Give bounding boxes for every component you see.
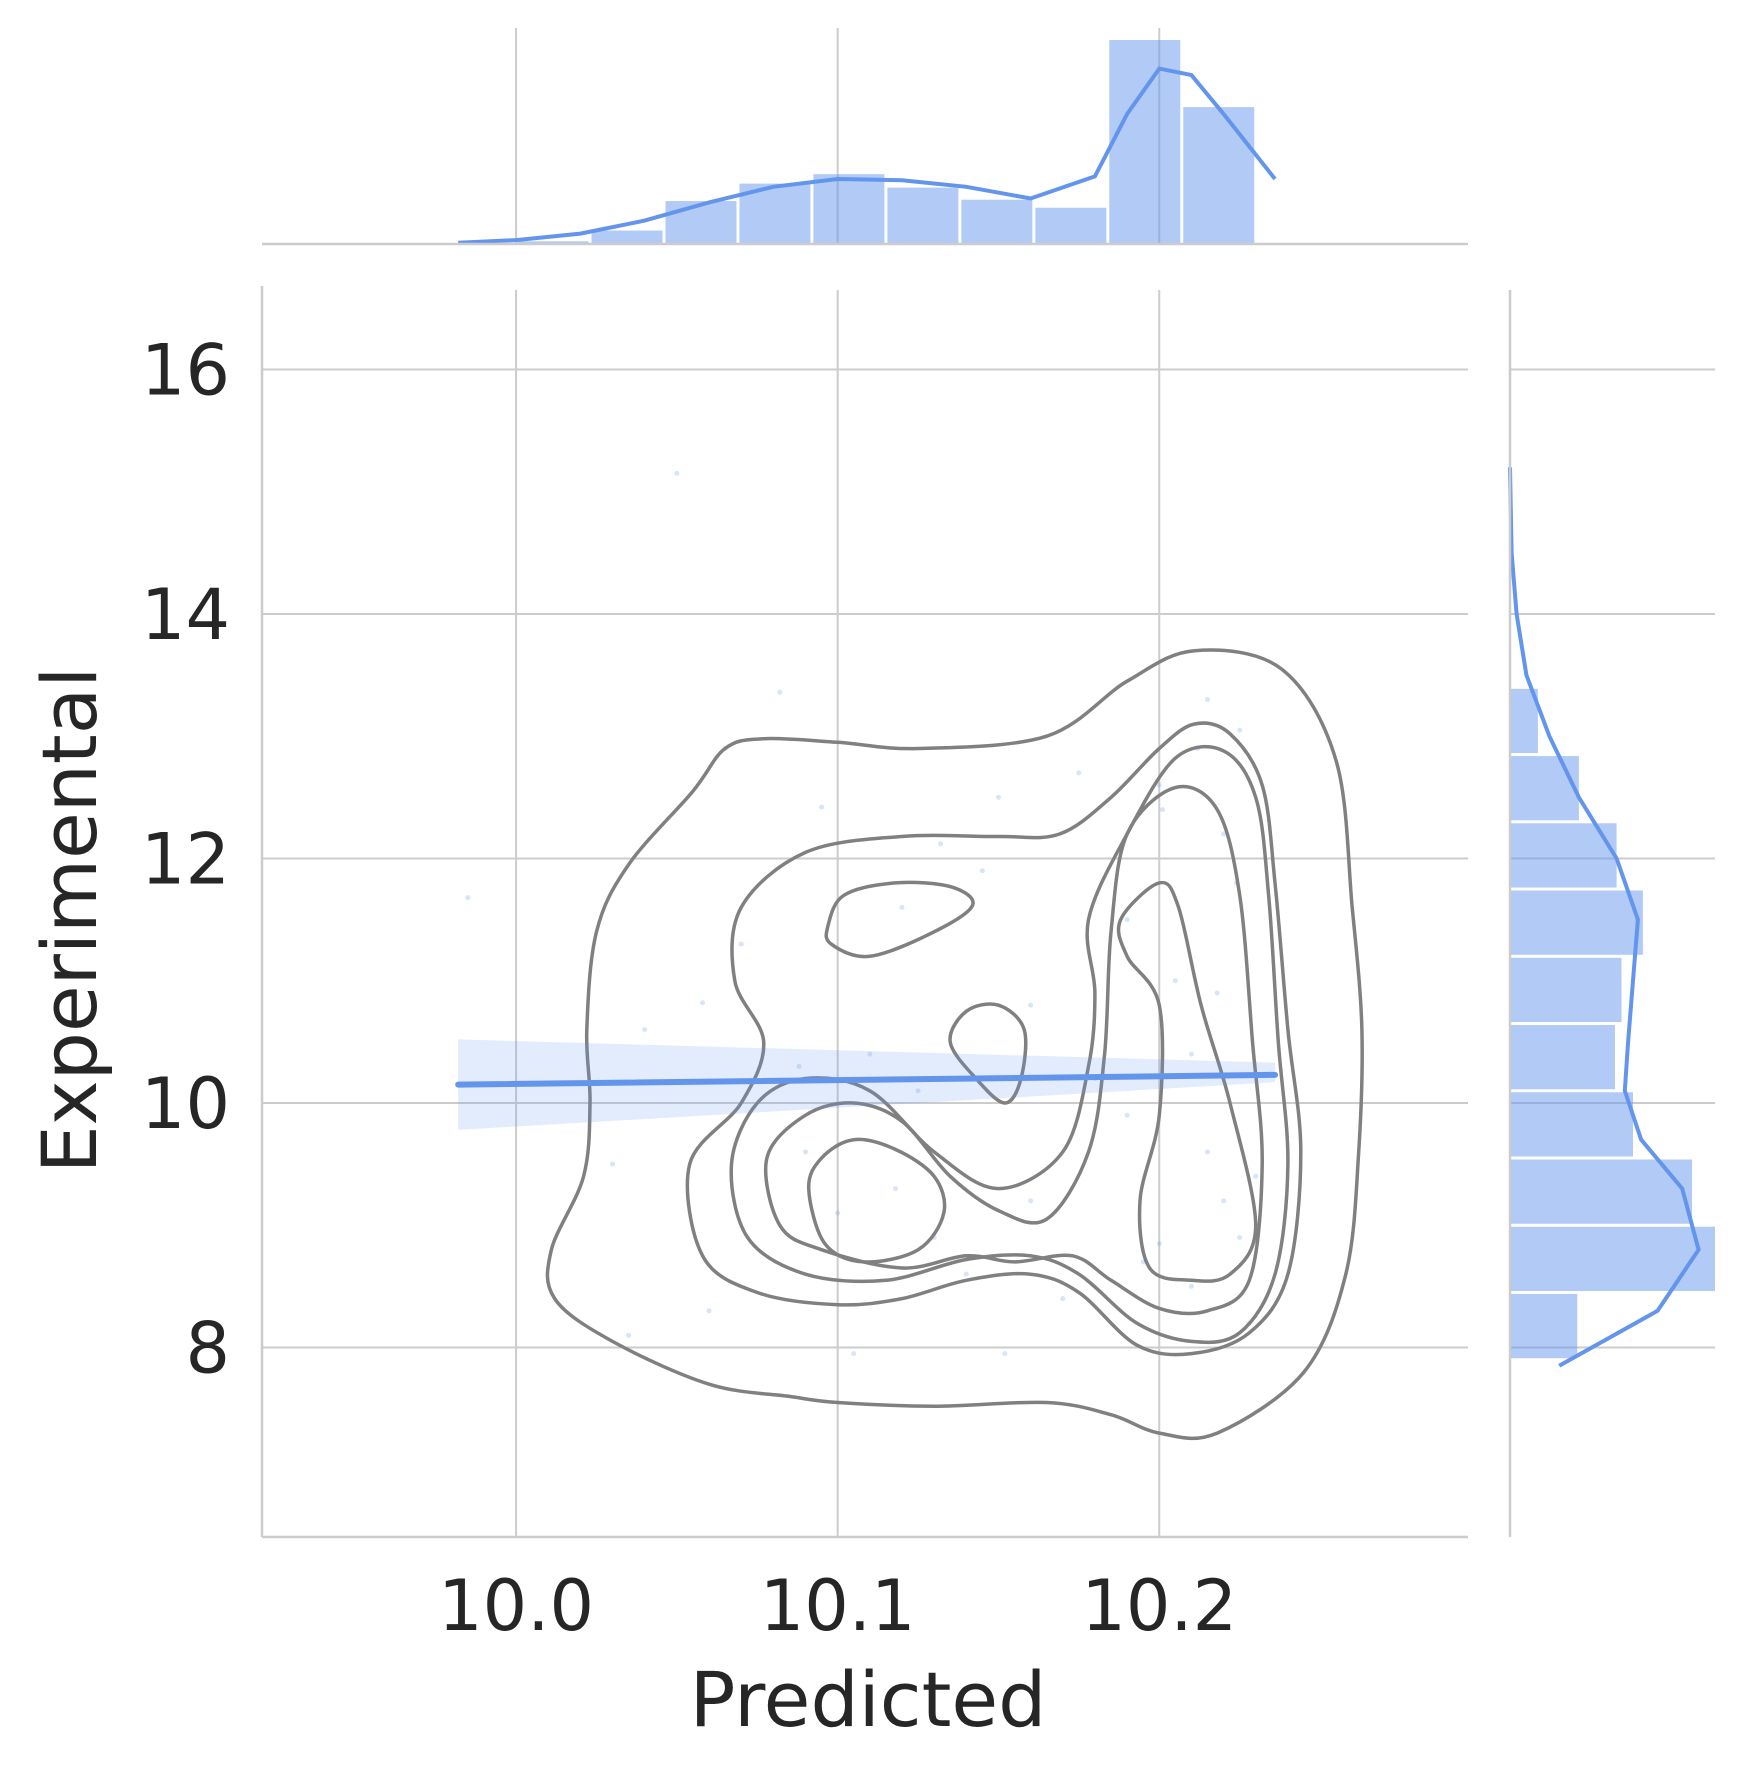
axis-spines — [260, 242, 1512, 1539]
scatter-point — [706, 1308, 712, 1314]
y-histogram-bar — [1510, 1025, 1615, 1090]
y-tick-label: 8 — [185, 1308, 230, 1390]
x-histogram-bar — [517, 241, 589, 244]
scatter-point — [1237, 1234, 1243, 1240]
joint-grid — [262, 290, 1468, 1537]
scatter-point — [835, 1210, 841, 1216]
x-tick-label: 10.1 — [760, 1565, 916, 1647]
x-tick-label: 10.2 — [1081, 1565, 1237, 1647]
x-histogram-bar — [887, 187, 959, 244]
kde-contours — [545, 648, 1364, 1441]
y-tick-label: 12 — [141, 818, 230, 900]
y-axis-label: Experimental — [25, 667, 114, 1174]
y-histogram-bar — [1510, 1226, 1715, 1291]
kde-contour — [545, 648, 1364, 1441]
scatter-point — [1124, 1112, 1130, 1118]
kde-contour — [763, 784, 1264, 1316]
scatter-point — [1214, 990, 1220, 996]
x-histogram-bar — [813, 174, 885, 244]
scatter-point — [851, 1351, 857, 1357]
y-histogram-bar — [1510, 1293, 1578, 1359]
y-tick-label: 10 — [141, 1063, 230, 1145]
y-marginal-histogram — [1510, 688, 1715, 1359]
scatter-point — [938, 841, 944, 847]
scatter-point — [963, 1271, 969, 1277]
scatter-point — [979, 868, 985, 874]
scatter-point — [796, 1063, 802, 1069]
y-histogram-bar — [1510, 957, 1622, 1023]
scatter-point — [915, 1088, 921, 1094]
scatter-point — [700, 1000, 706, 1006]
regression-confidence-band — [458, 1039, 1276, 1130]
scatter-point — [1159, 807, 1165, 813]
kde-contour — [685, 721, 1303, 1357]
scatter-point — [1060, 1296, 1066, 1302]
scatter-point — [1205, 697, 1211, 703]
scatter-point — [867, 1051, 873, 1057]
scatter-point — [803, 1149, 809, 1155]
scatter-point — [1188, 1051, 1194, 1057]
scatter-point — [1028, 1198, 1034, 1204]
x-histogram-bar — [1183, 107, 1255, 245]
y-histogram-bar — [1510, 688, 1538, 754]
x-histogram-bar — [591, 230, 663, 244]
x-histogram-bar — [1109, 40, 1181, 244]
scatter-point — [1156, 782, 1162, 788]
kde-contour — [729, 744, 1290, 1345]
x-histogram-bar — [961, 199, 1033, 244]
y-histogram-bar — [1510, 1092, 1633, 1157]
scatter-point — [1237, 727, 1243, 733]
scatter-point — [819, 804, 825, 810]
x-histogram-bar — [665, 201, 737, 244]
y-histogram-bar — [1510, 890, 1643, 955]
scatter-point — [777, 689, 783, 695]
kde-contour — [1116, 880, 1258, 1283]
scatter-point — [1156, 1241, 1162, 1247]
scatter-point — [995, 794, 1001, 800]
y-tick-label: 14 — [141, 574, 230, 656]
scatter-point — [899, 904, 905, 910]
regression-line — [455, 1071, 1279, 1088]
y-histogram-bar — [1510, 1159, 1693, 1224]
kde-contour — [824, 880, 975, 959]
scatter-point — [1221, 831, 1227, 837]
scatter-point — [674, 470, 680, 476]
y-histogram-bar — [1510, 823, 1617, 888]
scatter-point — [893, 1186, 899, 1192]
y-marginal-kde-curve — [1508, 467, 1701, 1368]
scatter-point — [1221, 1198, 1227, 1204]
scatter-point — [1188, 1283, 1194, 1289]
scatter-point — [1076, 770, 1082, 776]
x-axis-label: Predicted — [690, 1655, 1047, 1744]
scatter-point — [626, 1332, 632, 1338]
scatter-point — [610, 1161, 616, 1167]
x-marginal-kde-curve — [458, 66, 1277, 245]
scatter-point — [1002, 1351, 1008, 1357]
scatter-point — [1172, 978, 1178, 984]
scatter-point — [1205, 1149, 1211, 1155]
x-histogram-bar — [1035, 207, 1107, 244]
scatter-point — [1028, 1002, 1034, 1008]
y-histogram-bar — [1510, 756, 1579, 821]
scatter-point — [738, 941, 744, 947]
kde-contour — [806, 1137, 947, 1264]
scatter-point — [1253, 1173, 1259, 1179]
y-tick-label: 16 — [141, 329, 230, 411]
scatter-point — [1124, 917, 1130, 923]
x-tick-label: 10.0 — [438, 1565, 594, 1647]
scatter-point — [465, 895, 471, 901]
x-marginal-histogram — [517, 40, 1255, 245]
scatter-point — [642, 1027, 648, 1033]
x-tick-labels: 10.0 10.1 10.2 — [438, 1565, 1237, 1647]
y-tick-labels: 8 10 12 14 16 — [141, 329, 230, 1389]
